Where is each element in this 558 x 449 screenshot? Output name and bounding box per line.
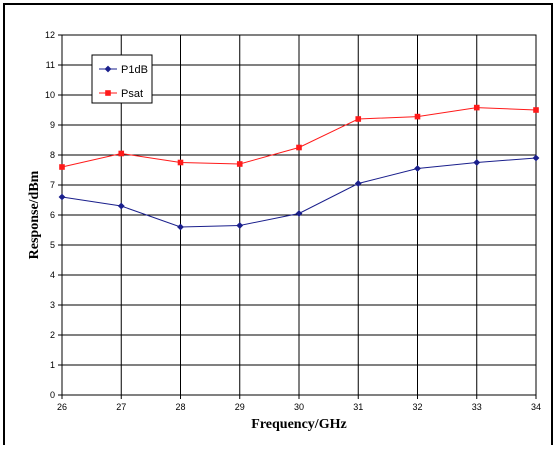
legend-swatch-marker [104,65,112,73]
data-point-psat [533,107,539,113]
legend-item-p1db: P1dB [99,64,148,76]
y-tick-label: 6 [50,210,55,220]
x-axis-title: Frequency/GHz [251,417,346,432]
x-tick-label: 31 [353,402,363,412]
series-psat [59,104,539,170]
y-tick-label: 11 [46,60,55,70]
data-point-p1db [532,154,540,162]
x-tick-label: 26 [57,402,67,412]
x-tick-label: 29 [235,402,245,412]
y-tick-label: 10 [45,90,55,100]
legend-box [91,54,153,104]
x-tick-label: 32 [412,402,422,412]
data-point-p1db [58,193,66,201]
legend-item-psat: Psat [99,88,143,100]
x-tick-label: 30 [294,402,304,412]
y-axis-title: Response/dBm [27,170,42,259]
data-point-psat [296,144,302,151]
legend-items: P1dB Psat [99,64,148,100]
y-tick-label: 12 [45,30,55,40]
data-point-psat [355,116,362,122]
data-point-p1db [236,222,244,229]
x-tick-label: 27 [116,402,126,412]
x-tick-label: 28 [175,402,185,412]
series-p1db [58,154,540,231]
data-point-psat [177,159,184,166]
legend: P1dB Psat [91,54,153,104]
y-tick-label: 5 [50,240,55,250]
x-tick-label: 34 [531,402,541,412]
y-tick-label: 8 [50,150,55,160]
data-point-p1db [473,159,481,166]
y-tick-label: 4 [50,270,55,280]
x-tick-label: 33 [472,402,482,412]
y-tick-label: 3 [50,300,55,310]
y-tick-label: 1 [50,360,55,370]
data-point-psat [236,161,243,167]
data-point-p1db [354,180,362,187]
y-tick-label: 9 [50,120,55,130]
data-point-p1db [295,210,303,217]
data-point-p1db [117,202,125,210]
y-tick-label: 2 [50,330,55,340]
y-tick-label: 0 [50,390,55,400]
y-tick-label: 7 [50,180,55,190]
data-point-p1db [414,165,421,172]
data-point-psat [414,113,421,120]
series-layer [58,104,540,231]
data-point-psat [118,150,125,157]
data-point-p1db [177,223,184,231]
legend-label: P1dB [121,64,148,76]
legend-label: Psat [121,88,143,100]
data-point-psat [473,104,480,111]
legend-swatch-marker [105,90,111,96]
data-point-psat [59,164,65,170]
